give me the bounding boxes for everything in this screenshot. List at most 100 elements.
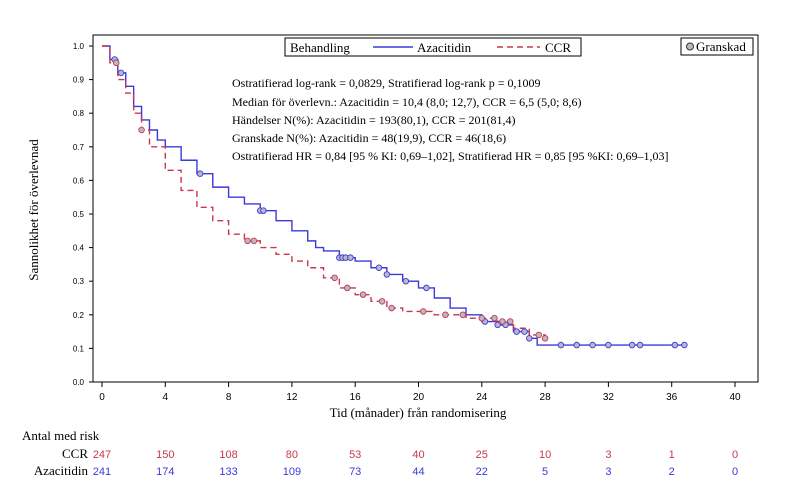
censor-marker-azacitidin — [557, 341, 565, 349]
risk-value-ccr: 108 — [219, 449, 237, 461]
legend: Behandling Azacitidin CCR — [284, 37, 582, 57]
risk-value-azacitidin: 22 — [476, 466, 488, 478]
plot-frame — [92, 34, 759, 383]
censor-marker-ccr — [112, 59, 120, 67]
risk-row-label-ccr: CCR — [62, 446, 88, 461]
censor-marker-azacitidin — [260, 207, 267, 214]
censored-legend-marker-icon — [686, 42, 694, 51]
x-tick-label: 4 — [163, 392, 169, 403]
censor-marker-azacitidin — [681, 341, 688, 349]
censor-marker-ccr — [442, 311, 449, 319]
censor-marker-azacitidin — [402, 277, 410, 285]
risk-value-azacitidin: 3 — [605, 466, 611, 478]
risk-value-ccr: 40 — [412, 449, 424, 461]
risk-value-azacitidin: 109 — [283, 466, 301, 478]
censor-marker-ccr — [344, 284, 351, 292]
x-tick-label: 0 — [99, 392, 105, 403]
y-tick-label: 0.5 — [73, 210, 85, 219]
censor-marker-ccr — [250, 237, 258, 245]
censor-marker-ccr — [535, 331, 543, 339]
censor-marker-ccr — [419, 308, 427, 315]
censor-marker-ccr — [388, 304, 395, 312]
risk-value-ccr: 150 — [156, 449, 174, 461]
censor-marker-azacitidin — [423, 284, 430, 292]
annotation-line-4: Granskade N(%): Azacitidin = 48(19,9), C… — [232, 131, 506, 145]
risk-value-ccr: 1 — [669, 449, 675, 461]
statistics-annotation: Ostratifierad log-rank = 0,0829, Stratif… — [232, 76, 668, 163]
x-tick-label: 24 — [476, 392, 488, 403]
censor-marker-azacitidin — [526, 335, 533, 342]
x-tick-label: 8 — [226, 392, 232, 403]
censored-legend: Granskad — [680, 37, 754, 56]
legend-label-azacitidin: Azacitidin — [417, 40, 472, 55]
risk-row-label-azacitidin: Azacitidin — [34, 463, 89, 478]
risk-value-azacitidin: 241 — [93, 466, 111, 478]
risk-value-azacitidin: 133 — [219, 466, 237, 478]
x-tick-label: 12 — [286, 392, 298, 403]
censor-marker-azacitidin — [383, 271, 391, 278]
x-tick-label: 32 — [603, 392, 615, 403]
censor-marker-azacitidin — [196, 170, 204, 177]
risk-value-azacitidin: 2 — [669, 466, 675, 478]
censor-marker-ccr — [331, 274, 338, 282]
annotation-line-2: Median för överlevn.: Azacitidin = 10,4 … — [232, 95, 581, 109]
censor-marker-ccr — [138, 126, 145, 134]
censor-marker-azacitidin — [636, 341, 644, 349]
risk-value-azacitidin: 174 — [156, 466, 174, 478]
annotation-line-3: Händelser N(%): Azacitidin = 193(80,1), … — [232, 113, 515, 127]
censor-markers — [111, 56, 688, 349]
censor-marker-ccr — [541, 335, 549, 342]
y-axis: 0.0 0.1 0.2 0.3 0.4 0.5 0.6 0.7 0.8 0.9 1.0 — [73, 42, 93, 387]
censor-marker-azacitidin — [347, 254, 354, 261]
risk-value-azacitidin: 5 — [542, 466, 548, 478]
censor-marker-ccr — [507, 318, 514, 325]
risk-value-ccr: 0 — [732, 449, 738, 461]
censor-marker-ccr — [378, 298, 386, 305]
survival-curves — [102, 45, 685, 346]
censor-marker-ccr — [491, 314, 498, 322]
censor-marker-azacitidin — [375, 264, 383, 272]
annotation-line-5: Ostratifierad HR = 0,84 [95 % KI: 0,69–1… — [232, 149, 668, 163]
x-axis-label: Tid (månader) från randomisering — [330, 405, 507, 420]
x-tick-label: 28 — [540, 392, 552, 403]
risk-value-ccr: 10 — [539, 449, 551, 461]
legend-title: Behandling — [290, 40, 350, 55]
censor-marker-azacitidin — [573, 341, 581, 349]
censor-marker-azacitidin — [494, 321, 501, 329]
risk-value-azacitidin: 0 — [732, 466, 738, 478]
risk-value-azacitidin: 44 — [412, 466, 424, 478]
x-tick-label: 20 — [413, 392, 425, 403]
censor-marker-azacitidin — [589, 341, 596, 349]
censor-marker-azacitidin — [521, 328, 528, 335]
x-tick-label: 40 — [729, 392, 741, 403]
censor-marker-azacitidin — [671, 341, 679, 349]
y-tick-label: 0.6 — [73, 176, 85, 185]
series-line-azacitidin — [102, 45, 685, 346]
risk-value-ccr: 3 — [605, 449, 611, 461]
risk-value-azacitidin: 73 — [349, 466, 361, 478]
censor-marker-ccr — [244, 237, 251, 245]
censor-marker-azacitidin — [513, 328, 520, 335]
y-tick-label: 0.2 — [73, 311, 85, 320]
censor-marker-ccr — [459, 311, 467, 319]
censor-marker-azacitidin — [117, 69, 125, 77]
risk-value-ccr: 25 — [476, 449, 488, 461]
censor-marker-ccr — [478, 314, 486, 322]
risk-value-ccr: 247 — [93, 449, 111, 461]
censored-legend-label: Granskad — [696, 39, 746, 54]
y-tick-label: 0.1 — [73, 344, 85, 353]
y-tick-label: 0.4 — [73, 244, 85, 253]
y-tick-label: 1.0 — [73, 42, 85, 51]
risk-value-ccr: 53 — [349, 449, 361, 461]
y-tick-label: 0.0 — [73, 378, 85, 387]
y-tick-label: 0.3 — [73, 277, 85, 286]
x-tick-label: 36 — [666, 392, 678, 403]
y-tick-label: 0.9 — [73, 76, 85, 85]
censor-marker-azacitidin — [628, 341, 636, 349]
annotation-line-1: Ostratifierad log-rank = 0,0829, Stratif… — [232, 76, 540, 90]
y-tick-label: 0.7 — [73, 143, 85, 152]
x-axis: 0 4 8 12 16 20 24 28 32 36 40 — [99, 382, 741, 403]
censor-marker-ccr — [359, 291, 367, 298]
